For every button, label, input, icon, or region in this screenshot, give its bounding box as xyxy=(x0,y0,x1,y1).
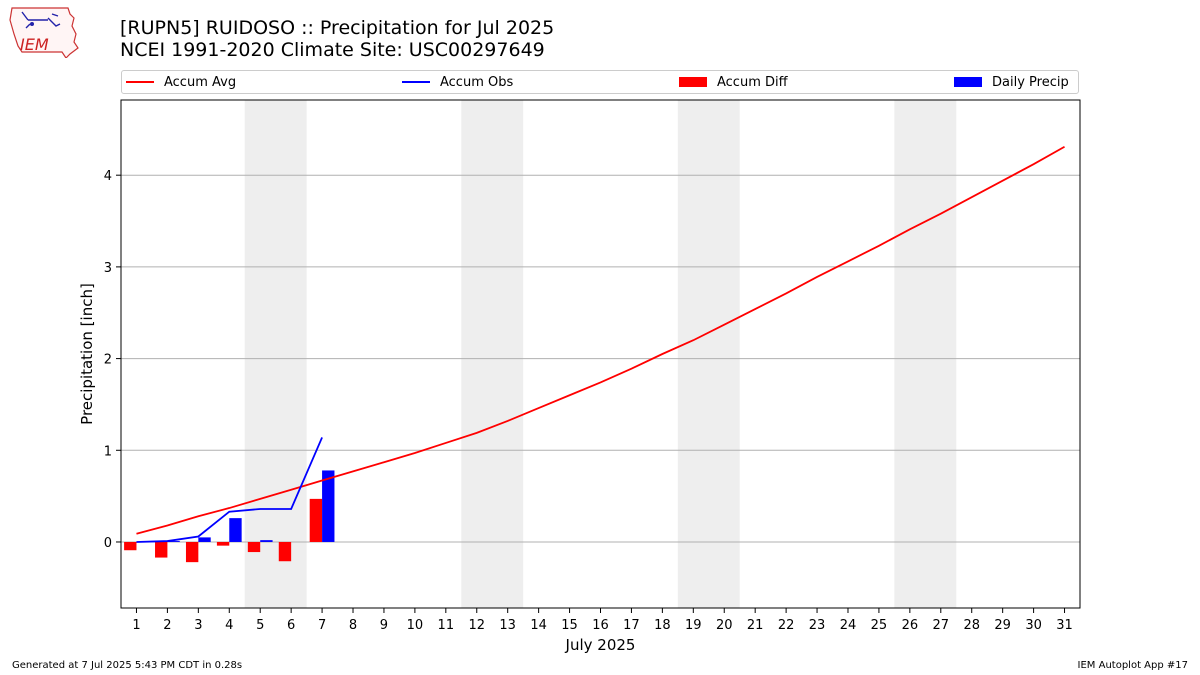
weekend-band-1 xyxy=(244,100,307,608)
app-id: IEM Autoplot App #17 xyxy=(1077,660,1188,671)
accum-diff-bar-day-7 xyxy=(309,498,323,542)
logo-text: IEM xyxy=(20,35,49,54)
accum-diff-bar-day-6 xyxy=(278,541,292,562)
weekend-band-2 xyxy=(461,100,524,608)
x-tick-label-30: 30 xyxy=(1025,618,1042,633)
accum-diff-bar-day-1 xyxy=(124,541,137,551)
chart-title: [RUPN5] RUIDOSO :: Precipitation for Jul… xyxy=(120,17,555,39)
y-axis-label: Precipitation [inch] xyxy=(78,283,96,425)
legend-swatch-daily-precip xyxy=(954,77,982,87)
weekend-band-3 xyxy=(677,100,740,608)
x-tick-label-5: 5 xyxy=(256,618,264,633)
x-tick-label-1: 1 xyxy=(132,618,140,633)
legend-label-accum-avg: Accum Avg xyxy=(164,74,237,90)
x-axis-label: July 2025 xyxy=(565,636,636,654)
x-tick-label-7: 7 xyxy=(318,618,326,633)
legend-swatch-accum-diff xyxy=(679,77,707,87)
x-tick-label-24: 24 xyxy=(840,618,857,633)
daily-precip-bar-day-5 xyxy=(260,540,273,542)
weekend-band-4 xyxy=(894,100,957,608)
x-tick-label-27: 27 xyxy=(933,618,950,633)
legend-label-daily-precip: Daily Precip xyxy=(992,74,1069,90)
x-tick-label-16: 16 xyxy=(592,618,609,633)
legend: Accum Avg Accum Obs Accum Diff Daily Pre… xyxy=(121,70,1079,94)
legend-label-accum-diff: Accum Diff xyxy=(717,74,788,90)
x-tick-label-10: 10 xyxy=(407,618,424,633)
accum-diff-bar-day-3 xyxy=(185,541,199,563)
weekend-shading xyxy=(244,100,957,608)
bars xyxy=(124,470,335,563)
gridlines xyxy=(121,174,1080,543)
x-tick-label-9: 9 xyxy=(380,618,388,633)
chart-subtitle: NCEI 1991-2020 Climate Site: USC00297649 xyxy=(120,39,545,61)
accum-diff-bar-day-2 xyxy=(155,541,168,558)
y-tick-label-1: 1 xyxy=(104,444,112,459)
x-tick-label-19: 19 xyxy=(685,618,702,633)
daily-precip-bar-day-2 xyxy=(167,541,180,542)
y-tick-label-4: 4 xyxy=(104,169,112,184)
x-tick-label-29: 29 xyxy=(994,618,1011,633)
y-tick-label-3: 3 xyxy=(104,261,112,276)
legend-swatch-accum-avg xyxy=(126,81,154,83)
x-tick-label-6: 6 xyxy=(287,618,295,633)
generated-timestamp: Generated at 7 Jul 2025 5:43 PM CDT in 0… xyxy=(12,660,243,671)
y-tick-label-0: 0 xyxy=(104,536,112,551)
legend-item-daily-precip: Daily Precip xyxy=(954,71,1069,93)
x-tick-label-14: 14 xyxy=(530,618,547,633)
legend-swatch-accum-obs xyxy=(402,81,430,83)
x-tick-label-11: 11 xyxy=(438,618,455,633)
x-tick-label-3: 3 xyxy=(194,618,202,633)
x-tick-label-18: 18 xyxy=(654,618,671,633)
legend-item-accum-obs: Accum Obs xyxy=(402,71,513,93)
x-tick-label-17: 17 xyxy=(623,618,640,633)
x-tick-label-8: 8 xyxy=(349,618,357,633)
x-tick-label-26: 26 xyxy=(902,618,919,633)
x-tick-label-22: 22 xyxy=(778,618,795,633)
y-axis-ticks: 0 1 2 3 4 xyxy=(104,169,121,551)
series-lines xyxy=(136,145,1065,543)
x-axis-ticks: 1 2 3 4 5 6 7 8 9 10 11 12 13 14 15 16 17 18 19 20 21 22 23 24 2… xyxy=(132,608,1073,633)
x-tick-label-15: 15 xyxy=(561,618,578,633)
accum-diff-bar-day-4 xyxy=(216,541,230,546)
x-tick-label-2: 2 xyxy=(163,618,171,633)
legend-item-accum-diff: Accum Diff xyxy=(679,71,788,93)
iem-logo: IEM xyxy=(9,7,79,58)
daily-precip-bar-day-7 xyxy=(322,470,335,542)
x-tick-label-13: 13 xyxy=(499,618,516,633)
legend-label-accum-obs: Accum Obs xyxy=(440,74,514,90)
daily-precip-bar-day-4 xyxy=(229,518,242,542)
x-tick-label-31: 31 xyxy=(1056,618,1073,633)
legend-item-accum-avg: Accum Avg xyxy=(126,71,236,93)
x-tick-label-4: 4 xyxy=(225,618,233,633)
x-tick-label-12: 12 xyxy=(468,618,485,633)
x-tick-label-20: 20 xyxy=(716,618,733,633)
x-tick-label-23: 23 xyxy=(809,618,826,633)
y-tick-label-2: 2 xyxy=(104,353,112,368)
daily-precip-bar-day-3 xyxy=(198,537,211,542)
x-tick-label-25: 25 xyxy=(871,618,888,633)
x-tick-label-28: 28 xyxy=(963,618,980,633)
accum-diff-bar-day-5 xyxy=(247,541,261,553)
accum-obs-line xyxy=(136,437,323,543)
accum-avg-line xyxy=(136,145,1065,535)
x-tick-label-21: 21 xyxy=(747,618,764,633)
